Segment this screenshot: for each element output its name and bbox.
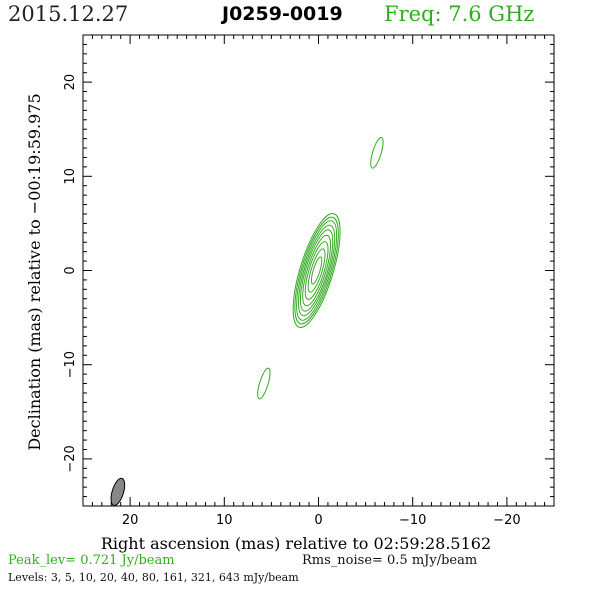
rms-noise: Rms_noise= 0.5 mJy/beam [302,553,478,568]
core-contour [292,213,341,328]
x-axis-label: Right ascension (mas) relative to 02:59:… [101,534,491,553]
x-tick-label: −20 [493,513,520,528]
y-tick-label: −10 [63,351,78,378]
core-contour [294,216,339,325]
core-contour [310,256,323,285]
frequency-label: Freq: 7.6 GHz [384,2,535,26]
core-contour [302,234,332,307]
y-tick-label: 0 [63,266,78,274]
core-contour [307,248,326,293]
y-tick-label: 20 [63,74,78,91]
plot-frame [82,34,555,507]
core-contour [296,220,338,321]
core-contour [298,224,336,317]
x-tick-label: 20 [122,513,139,528]
x-tick-label: 0 [314,513,322,528]
y-axis-label: Declination (mas) relative to −00:19:59.… [25,93,44,450]
jet-component-contour [257,367,271,400]
beam-ellipse [110,477,126,506]
axis-ticks: 20 10 0 −10 −20 20 10 0 −10 −20 [63,34,555,528]
source-name: J0259-0019 [222,3,343,25]
y-tick-label: −20 [63,445,78,472]
core-contour [304,241,329,300]
contour-levels: Levels: 3, 5, 10, 20, 40, 80, 161, 321, … [8,571,299,584]
x-tick-label: −10 [399,513,426,528]
jet-component-contour [370,136,384,169]
x-tick-label: 10 [216,513,233,528]
contour-group [110,136,384,506]
y-tick-label: 10 [63,168,78,185]
epoch-date: 2015.12.27 [8,2,129,26]
core-contour [299,229,334,312]
peak-level: Peak_lev= 0.721 Jy/beam [8,553,175,568]
